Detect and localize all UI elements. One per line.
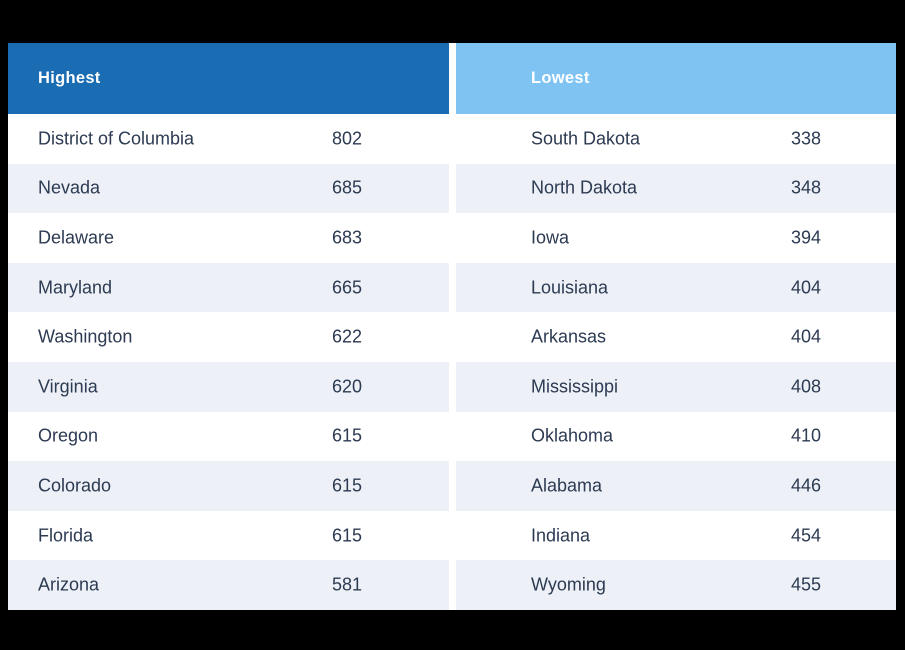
state-name: Iowa — [531, 227, 570, 248]
table-row: South Dakota 338 — [456, 114, 896, 164]
table-row: Wyoming 455 — [456, 560, 896, 610]
rankings-table: Highest District of Columbia 802 Nevada … — [8, 43, 896, 610]
table-row: Iowa 394 — [456, 213, 896, 263]
table-row: Oregon 615 — [8, 411, 449, 462]
state-name: Nevada — [38, 177, 101, 198]
state-name: Washington — [38, 326, 133, 347]
table-row: Delaware 683 — [8, 213, 449, 263]
table-row: Oklahoma 410 — [456, 411, 896, 462]
state-name: Mississippi — [531, 376, 619, 397]
state-name: District of Columbia — [38, 128, 195, 149]
state-value: 622 — [332, 326, 363, 347]
state-value: 408 — [791, 376, 822, 397]
state-value: 404 — [791, 326, 822, 347]
state-name: Arkansas — [531, 326, 607, 347]
table-row: Arizona 581 — [8, 560, 449, 610]
table-row: Louisiana 404 — [456, 262, 896, 313]
state-value: 615 — [332, 525, 363, 546]
state-name: Florida — [38, 525, 94, 546]
lowest-header-label: Lowest — [531, 69, 590, 87]
state-value: 615 — [332, 425, 363, 446]
table-row: Indiana 454 — [456, 510, 896, 561]
state-value: 581 — [332, 574, 363, 595]
state-value: 665 — [332, 277, 363, 298]
state-name: Indiana — [531, 525, 591, 546]
state-value: 404 — [791, 277, 822, 298]
state-name: Alabama — [531, 475, 603, 496]
state-name: Oklahoma — [531, 425, 614, 446]
state-name: Arizona — [38, 574, 100, 595]
table-row: Mississippi 408 — [456, 361, 896, 412]
table-row: Colorado 615 — [8, 461, 449, 511]
table-row: District of Columbia 802 — [8, 114, 449, 164]
state-name: Delaware — [38, 227, 115, 248]
state-name: Maryland — [38, 277, 113, 298]
highest-header-label: Highest — [38, 69, 101, 87]
lowest-header: Lowest — [456, 43, 896, 114]
state-value: 454 — [791, 525, 822, 546]
table-row: Maryland 665 — [8, 262, 449, 313]
state-name: North Dakota — [531, 177, 638, 198]
state-value: 802 — [332, 128, 363, 149]
state-value: 455 — [791, 574, 822, 595]
state-value: 446 — [791, 475, 822, 496]
table-row: Virginia 620 — [8, 361, 449, 412]
state-name: Wyoming — [531, 574, 606, 595]
state-value: 685 — [332, 177, 363, 198]
table-row: Alabama 446 — [456, 461, 896, 511]
state-value: 348 — [791, 177, 822, 198]
lowest-panel: Lowest South Dakota 338 North Dakota 348… — [456, 43, 896, 610]
highest-rows: District of Columbia 802 Nevada 685 Dela… — [8, 114, 449, 610]
highest-header: Highest — [8, 43, 449, 114]
table-row: Florida 615 — [8, 510, 449, 561]
state-value: 394 — [791, 227, 822, 248]
state-value: 338 — [791, 128, 822, 149]
state-value: 620 — [332, 376, 363, 397]
state-value: 615 — [332, 475, 363, 496]
state-name: Louisiana — [531, 277, 609, 298]
lowest-rows: South Dakota 338 North Dakota 348 Iowa 3… — [456, 114, 896, 610]
table-row: Nevada 685 — [8, 163, 449, 214]
state-value: 410 — [791, 425, 822, 446]
table-row: Washington 622 — [8, 312, 449, 362]
state-name: Colorado — [38, 475, 112, 496]
state-value: 683 — [332, 227, 363, 248]
highest-panel: Highest District of Columbia 802 Nevada … — [8, 43, 449, 610]
state-name: South Dakota — [531, 128, 641, 149]
table-row: Arkansas 404 — [456, 312, 896, 362]
table-row: North Dakota 348 — [456, 163, 896, 214]
state-name: Virginia — [38, 376, 98, 397]
state-name: Oregon — [38, 425, 99, 446]
